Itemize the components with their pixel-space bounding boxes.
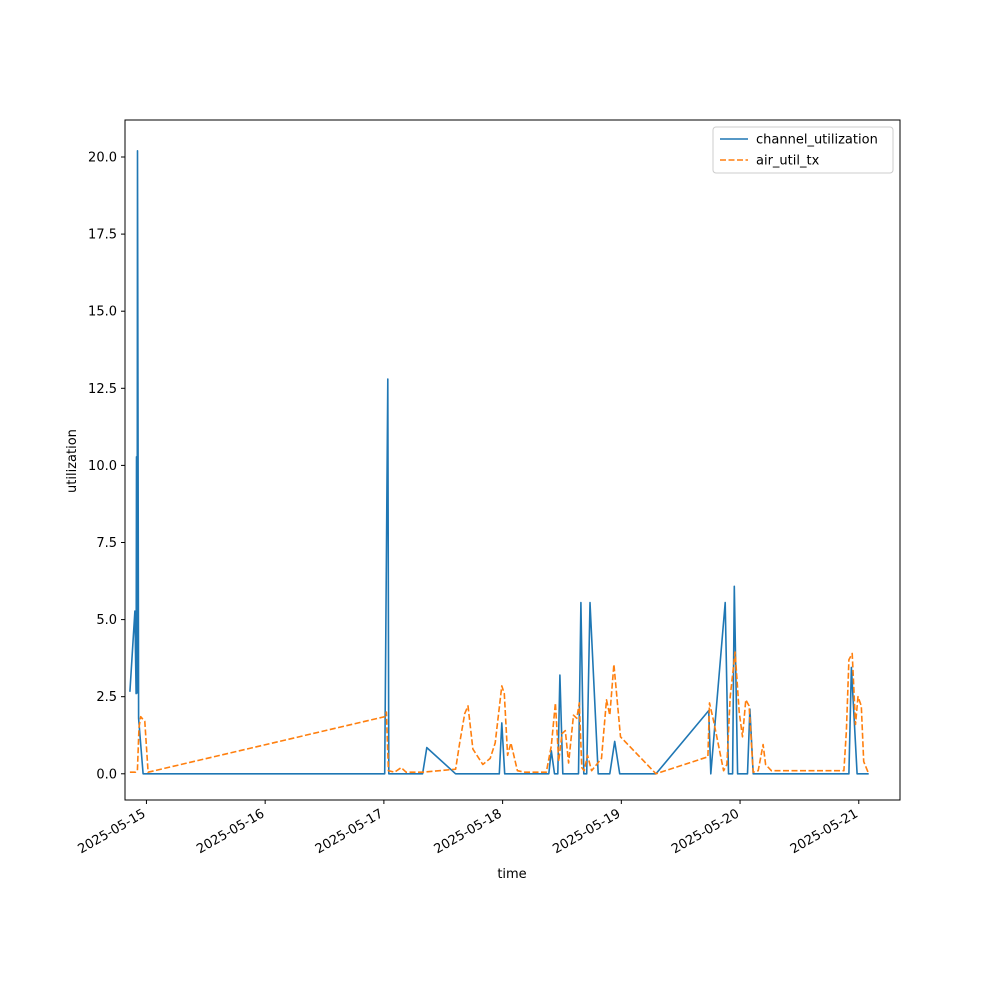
y-tick-label: 7.5	[96, 536, 117, 551]
series-line-channel-utilization	[129, 150, 869, 775]
series-layer	[129, 150, 870, 775]
series-line-air-util-tx	[129, 651, 870, 775]
y-tick-label: 10.0	[88, 459, 117, 474]
x-axis-label: time	[497, 867, 526, 882]
y-tick-label: 20.0	[88, 151, 117, 166]
y-axis-label: utilization	[65, 429, 80, 493]
y-tick-label: 0.0	[96, 767, 117, 782]
plot-frame	[124, 119, 901, 801]
y-tick-label: 12.5	[88, 382, 117, 397]
legend-box	[712, 126, 894, 174]
y-axis: 0.0 2.5 5.0 7.5 10.0 12.5 15.0 17.5 20.0	[88, 151, 125, 782]
y-tick-label: 15.0	[88, 305, 117, 320]
y-tick-label: 17.5	[88, 228, 117, 243]
legend-label: channel_utilization	[756, 133, 878, 148]
legend: channel_utilization air_util_tx	[712, 126, 894, 174]
y-tick-label: 2.5	[96, 690, 117, 705]
legend-label: air_util_tx	[756, 154, 820, 169]
y-tick-label: 5.0	[96, 613, 117, 628]
